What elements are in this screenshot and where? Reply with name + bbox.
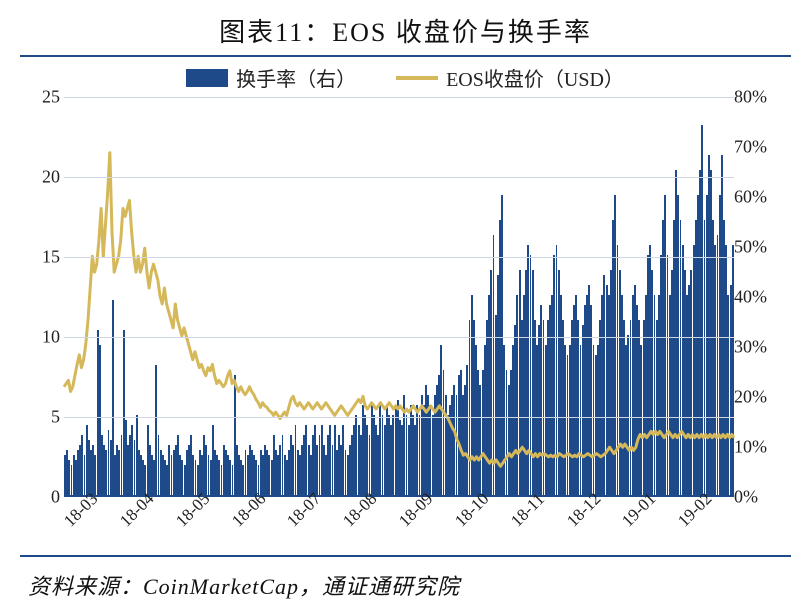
y-right-tick-label: 40% bbox=[734, 287, 784, 308]
gridline bbox=[64, 257, 734, 258]
legend-swatch-bar bbox=[186, 69, 228, 87]
y-right-tick-label: 0% bbox=[734, 487, 784, 508]
legend-swatch-line bbox=[396, 76, 438, 80]
gridline bbox=[64, 417, 734, 418]
y-right-tick-label: 10% bbox=[734, 437, 784, 458]
y-left-tick-label: 25 bbox=[26, 87, 60, 108]
y-left-tick-label: 10 bbox=[26, 327, 60, 348]
chart-area: 换手率（右） EOS收盘价（USD） 0 5 10 15 20 25 0% 10% 20% 30%… bbox=[20, 63, 790, 553]
y-right-tick-label: 60% bbox=[734, 187, 784, 208]
price-line bbox=[64, 153, 734, 467]
y-left-tick-label: 0 bbox=[26, 487, 60, 508]
y-right-tick-label: 20% bbox=[734, 387, 784, 408]
legend-bar-label: 换手率（右） bbox=[236, 63, 356, 92]
plot-region bbox=[64, 97, 734, 497]
y-left-tick-label: 5 bbox=[26, 407, 60, 428]
y-right-tick-label: 80% bbox=[734, 87, 784, 108]
y-left-tick-label: 20 bbox=[26, 167, 60, 188]
legend-line-label: EOS收盘价（USD） bbox=[446, 63, 624, 92]
y-right-tick-label: 70% bbox=[734, 137, 784, 158]
chart-title: 图表11：EOS 收盘价与换手率 bbox=[20, 8, 791, 57]
legend: 换手率（右） EOS收盘价（USD） bbox=[20, 63, 790, 92]
legend-item-line: EOS收盘价（USD） bbox=[396, 63, 624, 92]
y-right-tick-label: 30% bbox=[734, 337, 784, 358]
gridline bbox=[64, 337, 734, 338]
line-series bbox=[64, 97, 734, 495]
y-right-tick-label: 50% bbox=[734, 237, 784, 258]
source-attribution: 资料来源：CoinMarketCap，通证通研究院 bbox=[20, 555, 791, 601]
legend-item-bar: 换手率（右） bbox=[186, 63, 356, 92]
gridline bbox=[64, 177, 734, 178]
y-left-tick-label: 15 bbox=[26, 247, 60, 268]
gridline bbox=[64, 97, 734, 98]
